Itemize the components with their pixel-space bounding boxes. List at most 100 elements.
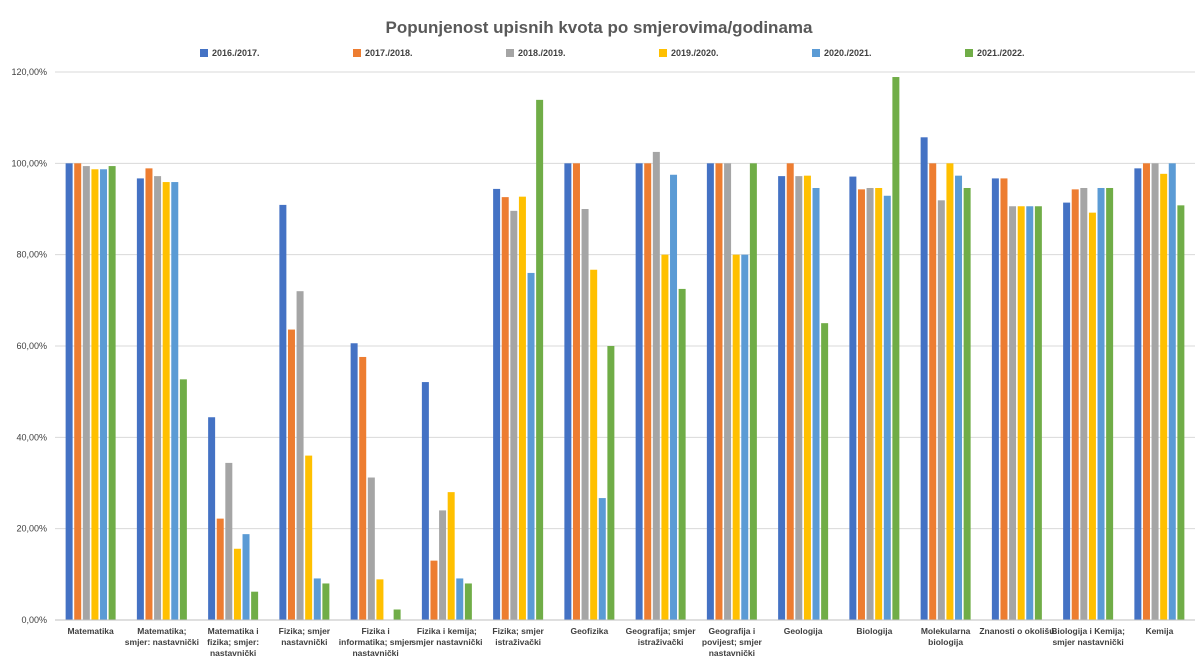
bar — [607, 346, 615, 620]
bar — [279, 204, 287, 620]
bar — [875, 187, 883, 620]
bar — [955, 175, 963, 620]
bar — [1026, 206, 1034, 620]
bar — [741, 254, 749, 620]
bar — [367, 477, 375, 620]
bar — [136, 178, 144, 621]
legend-swatch — [812, 49, 820, 57]
bar — [883, 195, 891, 621]
x-tick-label: Znanosti o okolišu — [979, 626, 1054, 636]
x-tick-label: smjer nastavnički — [1052, 637, 1123, 647]
legend-swatch — [965, 49, 973, 57]
bar — [1134, 168, 1142, 620]
bar — [661, 254, 669, 620]
legend-label: 2020./2021. — [824, 48, 872, 58]
bar — [162, 182, 170, 620]
bar — [82, 166, 90, 620]
bar — [1106, 187, 1114, 620]
bar — [786, 163, 794, 621]
bar — [108, 166, 116, 620]
bar — [1017, 206, 1025, 620]
bar — [1088, 212, 1096, 621]
bar — [456, 578, 464, 620]
bar — [920, 137, 928, 620]
bar — [803, 175, 811, 620]
x-tick-label: Molekularna — [921, 626, 971, 636]
x-tick-label: nastavnički — [352, 648, 398, 658]
bar — [581, 209, 589, 620]
y-tick-label: 60,00% — [16, 341, 47, 351]
bar — [393, 609, 401, 620]
bar — [100, 169, 108, 620]
x-tick-label: Geologija — [784, 626, 823, 636]
x-tick-label: Geografija i — [708, 626, 755, 636]
bar — [518, 196, 526, 621]
bar — [493, 188, 501, 620]
bar — [251, 591, 259, 620]
bar — [929, 163, 937, 621]
bar — [670, 174, 678, 620]
bar — [598, 498, 606, 620]
bar — [572, 163, 580, 621]
bar — [464, 583, 472, 620]
bar — [350, 343, 358, 620]
chart-title: Popunjenost upisnih kvota po smjerovima/… — [385, 18, 813, 37]
x-tick-label: povijest; smjer — [702, 637, 763, 647]
x-tick-label: Geografija; smjer — [626, 626, 697, 636]
bar — [1151, 163, 1159, 621]
bar — [849, 176, 857, 620]
x-tick-label: Kemija — [1145, 626, 1173, 636]
bar — [991, 178, 999, 621]
x-tick-label: Matematika — [67, 626, 114, 636]
bar — [171, 182, 179, 620]
bar — [208, 417, 216, 620]
bar — [233, 548, 241, 620]
bar — [439, 510, 447, 620]
bar — [1000, 178, 1008, 621]
legend-item: 2017./2018. — [353, 48, 413, 58]
bar — [564, 163, 572, 621]
bar — [359, 356, 367, 620]
bar — [778, 176, 786, 620]
legend-label: 2017./2018. — [365, 48, 413, 58]
x-tick-label: Fizika; smjer — [492, 626, 544, 636]
x-tick-label: smjer nastavnički — [411, 637, 482, 647]
bar — [812, 187, 820, 620]
bar — [179, 379, 187, 620]
legend-item: 2018./2019. — [506, 48, 566, 58]
legend-swatch — [353, 49, 361, 57]
x-tick-label: fizika; smjer: — [207, 637, 259, 647]
bar — [795, 176, 803, 620]
bar — [510, 210, 518, 620]
x-tick-label: nastavnički — [281, 637, 327, 647]
bar — [1160, 173, 1168, 620]
bar — [145, 168, 153, 620]
x-tick-label: Fizika; smjer — [279, 626, 331, 636]
legend-label: 2021./2022. — [977, 48, 1025, 58]
bar — [706, 163, 714, 621]
bar — [430, 560, 438, 620]
bar — [242, 534, 250, 620]
x-tick-label: nastavnički — [210, 648, 256, 658]
bar — [715, 163, 723, 621]
bar — [635, 163, 643, 621]
bar — [892, 77, 900, 621]
x-tick-label: informatika; smjer — [339, 637, 413, 647]
bar — [749, 163, 757, 621]
bar — [963, 187, 971, 620]
y-tick-label: 20,00% — [16, 524, 47, 534]
bar — [946, 163, 954, 621]
x-tick-label: istraživački — [495, 637, 541, 647]
legend-item: 2019./2020. — [659, 48, 719, 58]
y-tick-label: 0,00% — [21, 615, 47, 625]
bar — [857, 189, 865, 620]
bar — [1168, 163, 1176, 621]
x-tick-label: Biologija i Kemija; — [1051, 626, 1125, 636]
bar — [1080, 187, 1088, 620]
x-tick-label: smjer: nastavnički — [125, 637, 199, 647]
bar — [322, 583, 330, 620]
bar — [1142, 163, 1150, 621]
bar — [1097, 187, 1105, 620]
x-tick-label: nastavnički — [709, 648, 755, 658]
